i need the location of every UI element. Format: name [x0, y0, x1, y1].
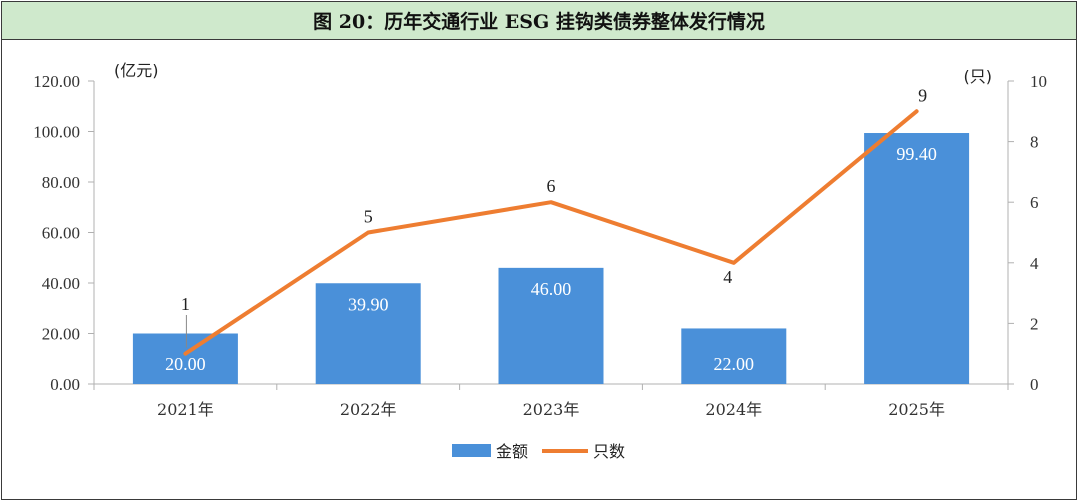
line-data-label: 5 — [364, 207, 373, 227]
x-tick-label: 2023年 — [523, 400, 580, 419]
bar-data-label: 39.90 — [348, 294, 389, 314]
right-tick-label: 4 — [1030, 254, 1039, 273]
x-tick-label: 2021年 — [157, 400, 214, 419]
bar-data-label: 20.00 — [165, 354, 206, 374]
left-tick-label: 120.00 — [33, 72, 80, 91]
right-tick-label: 2 — [1030, 314, 1039, 333]
line-data-label: 9 — [918, 85, 927, 105]
left-tick-label: 0.00 — [50, 375, 80, 394]
line-data-label: 1 — [181, 294, 190, 314]
right-tick-label: 10 — [1030, 72, 1047, 91]
bar — [498, 267, 604, 384]
x-tick-label: 2024年 — [705, 400, 762, 419]
bar — [681, 328, 787, 384]
legend-swatch-bar — [452, 444, 491, 457]
bar — [315, 283, 421, 384]
right-tick-label: 0 — [1030, 375, 1039, 394]
left-axis-unit: (亿元) — [114, 61, 159, 80]
right-tick-label: 6 — [1030, 193, 1039, 212]
bar-data-label: 22.00 — [714, 354, 755, 374]
right-axis-unit: (只) — [964, 67, 993, 86]
left-tick-label: 40.00 — [42, 274, 80, 293]
x-tick-label: 2022年 — [340, 400, 397, 419]
left-tick-label: 100.00 — [33, 123, 80, 142]
bar-data-label: 46.00 — [531, 279, 572, 299]
left-tick-label: 20.00 — [42, 325, 80, 344]
legend-label-bar: 金额 — [496, 442, 528, 461]
bar-data-label: 99.40 — [896, 144, 937, 164]
bar — [864, 133, 970, 384]
chart-title: 图 20：历年交通行业 ESG 挂钩类债券整体发行情况 — [2, 2, 1076, 40]
x-tick-label: 2025年 — [888, 400, 945, 419]
right-tick-label: 8 — [1030, 133, 1039, 152]
legend-label-line: 只数 — [593, 442, 625, 461]
bar — [132, 333, 238, 384]
line-data-label: 4 — [723, 267, 732, 287]
left-tick-label: 60.00 — [42, 224, 80, 243]
line-data-label: 6 — [547, 176, 556, 196]
series-line — [183, 109, 919, 356]
left-tick-label: 80.00 — [42, 173, 80, 192]
